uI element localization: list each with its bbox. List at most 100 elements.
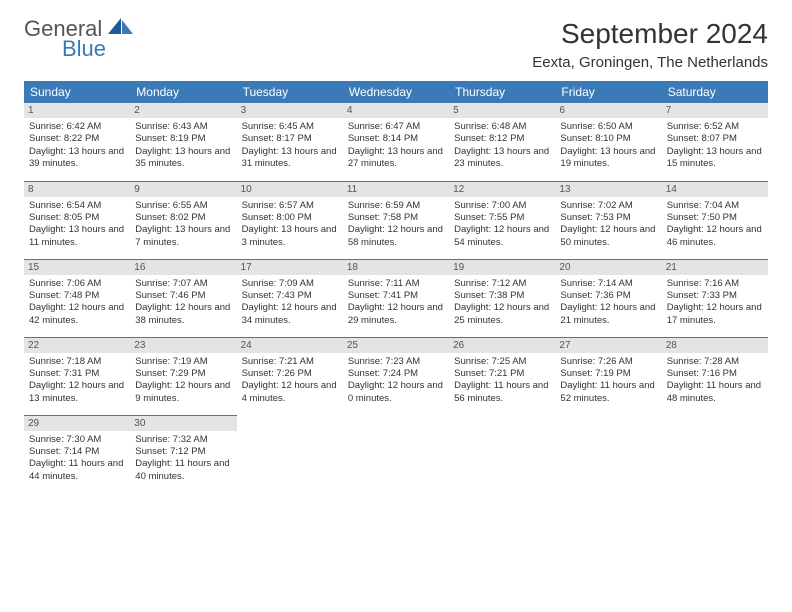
calendar-cell: 9Sunrise: 6:55 AMSunset: 8:02 PMDaylight… bbox=[130, 181, 236, 259]
day-number: 1 bbox=[24, 103, 130, 118]
day-number: 15 bbox=[24, 260, 130, 275]
day-number: 18 bbox=[343, 260, 449, 275]
daylight-line: Daylight: 13 hours and 19 minutes. bbox=[560, 146, 656, 171]
day-number: 21 bbox=[662, 260, 768, 275]
daylight-line: Daylight: 13 hours and 23 minutes. bbox=[454, 146, 550, 171]
day-number: 19 bbox=[449, 260, 555, 275]
sunset-line: Sunset: 7:31 PM bbox=[29, 368, 125, 380]
daylight-line: Daylight: 12 hours and 0 minutes. bbox=[348, 380, 444, 405]
daylight-line: Daylight: 11 hours and 44 minutes. bbox=[29, 458, 125, 483]
sunrise-line: Sunrise: 6:57 AM bbox=[242, 200, 338, 212]
sunset-line: Sunset: 7:48 PM bbox=[29, 290, 125, 302]
sunrise-line: Sunrise: 6:50 AM bbox=[560, 121, 656, 133]
sunrise-line: Sunrise: 7:06 AM bbox=[29, 278, 125, 290]
location-text: Eexta, Groningen, The Netherlands bbox=[532, 54, 768, 71]
day-header: Wednesday bbox=[343, 81, 449, 103]
calendar-cell bbox=[449, 415, 555, 493]
calendar-cell: 17Sunrise: 7:09 AMSunset: 7:43 PMDayligh… bbox=[237, 259, 343, 337]
day-number: 14 bbox=[662, 182, 768, 197]
sunset-line: Sunset: 7:38 PM bbox=[454, 290, 550, 302]
daylight-line: Daylight: 12 hours and 54 minutes. bbox=[454, 224, 550, 249]
calendar-cell: 8Sunrise: 6:54 AMSunset: 8:05 PMDaylight… bbox=[24, 181, 130, 259]
calendar-cell: 2Sunrise: 6:43 AMSunset: 8:19 PMDaylight… bbox=[130, 103, 236, 181]
daylight-line: Daylight: 11 hours and 40 minutes. bbox=[135, 458, 231, 483]
daylight-line: Daylight: 13 hours and 27 minutes. bbox=[348, 146, 444, 171]
calendar-header: SundayMondayTuesdayWednesdayThursdayFrid… bbox=[24, 81, 768, 103]
calendar-cell: 19Sunrise: 7:12 AMSunset: 7:38 PMDayligh… bbox=[449, 259, 555, 337]
daylight-line: Daylight: 11 hours and 48 minutes. bbox=[667, 380, 763, 405]
sunrise-line: Sunrise: 6:48 AM bbox=[454, 121, 550, 133]
sunrise-line: Sunrise: 6:42 AM bbox=[29, 121, 125, 133]
sunrise-line: Sunrise: 6:45 AM bbox=[242, 121, 338, 133]
sunrise-line: Sunrise: 7:21 AM bbox=[242, 356, 338, 368]
day-number: 6 bbox=[555, 103, 661, 118]
header: General Blue September 2024 Eexta, Groni… bbox=[24, 18, 768, 71]
calendar-cell bbox=[662, 415, 768, 493]
sunset-line: Sunset: 7:29 PM bbox=[135, 368, 231, 380]
day-header: Tuesday bbox=[237, 81, 343, 103]
sunrise-line: Sunrise: 7:28 AM bbox=[667, 356, 763, 368]
sunrise-line: Sunrise: 7:04 AM bbox=[667, 200, 763, 212]
calendar-body: 1Sunrise: 6:42 AMSunset: 8:22 PMDaylight… bbox=[24, 103, 768, 493]
sunrise-line: Sunrise: 7:25 AM bbox=[454, 356, 550, 368]
calendar-cell: 5 Sunrise: 6:48 AMSunset: 8:12 PMDaylight… bbox=[449, 103, 555, 181]
day-header: Thursday bbox=[449, 81, 555, 103]
day-number: 23 bbox=[130, 338, 236, 353]
calendar-cell bbox=[237, 415, 343, 493]
sunrise-line: Sunrise: 7:23 AM bbox=[348, 356, 444, 368]
calendar-cell: 23Sunrise: 7:19 AMSunset: 7:29 PMDayligh… bbox=[130, 337, 236, 415]
sunrise-line: Sunrise: 7:02 AM bbox=[560, 200, 656, 212]
sunset-line: Sunset: 7:36 PM bbox=[560, 290, 656, 302]
daylight-line: Daylight: 13 hours and 7 minutes. bbox=[135, 224, 231, 249]
sunrise-line: Sunrise: 6:55 AM bbox=[135, 200, 231, 212]
sunrise-line: Sunrise: 6:43 AM bbox=[135, 121, 231, 133]
day-number: 9 bbox=[130, 182, 236, 197]
day-number: 27 bbox=[555, 338, 661, 353]
day-number: 28 bbox=[662, 338, 768, 353]
calendar-cell: 4Sunrise: 6:47 AMSunset: 8:14 PMDaylight… bbox=[343, 103, 449, 181]
calendar-row: 15Sunrise: 7:06 AMSunset: 7:48 PMDayligh… bbox=[24, 259, 768, 337]
title-block: September 2024 Eexta, Groningen, The Net… bbox=[532, 18, 768, 71]
daylight-line: Daylight: 12 hours and 38 minutes. bbox=[135, 302, 231, 327]
day-header: Saturday bbox=[662, 81, 768, 103]
day-number: 24 bbox=[237, 338, 343, 353]
calendar-cell: 10Sunrise: 6:57 AMSunset: 8:00 PMDayligh… bbox=[237, 181, 343, 259]
daylight-line: Daylight: 11 hours and 56 minutes. bbox=[454, 380, 550, 405]
sunset-line: Sunset: 7:33 PM bbox=[667, 290, 763, 302]
daylight-line: Daylight: 12 hours and 42 minutes. bbox=[29, 302, 125, 327]
sunset-line: Sunset: 8:12 PM bbox=[454, 133, 550, 145]
sunrise-line: Sunrise: 7:09 AM bbox=[242, 278, 338, 290]
daylight-line: Daylight: 12 hours and 9 minutes. bbox=[135, 380, 231, 405]
calendar-cell: 3Sunrise: 6:45 AMSunset: 8:17 PMDaylight… bbox=[237, 103, 343, 181]
calendar-cell: 6Sunrise: 6:50 AMSunset: 8:10 PMDaylight… bbox=[555, 103, 661, 181]
day-number: 16 bbox=[130, 260, 236, 275]
day-number: 13 bbox=[555, 182, 661, 197]
day-number: 30 bbox=[130, 416, 236, 431]
sunset-line: Sunset: 8:07 PM bbox=[667, 133, 763, 145]
daylight-line: Daylight: 13 hours and 35 minutes. bbox=[135, 146, 231, 171]
day-header: Monday bbox=[130, 81, 236, 103]
brand-logo: General Blue bbox=[24, 18, 134, 60]
daylight-line: Daylight: 12 hours and 21 minutes. bbox=[560, 302, 656, 327]
sunset-line: Sunset: 7:53 PM bbox=[560, 212, 656, 224]
day-header: Friday bbox=[555, 81, 661, 103]
daylight-line: Daylight: 12 hours and 50 minutes. bbox=[560, 224, 656, 249]
sunset-line: Sunset: 8:19 PM bbox=[135, 133, 231, 145]
sunrise-line: Sunrise: 7:16 AM bbox=[667, 278, 763, 290]
sunset-line: Sunset: 7:58 PM bbox=[348, 212, 444, 224]
daylight-line: Daylight: 13 hours and 3 minutes. bbox=[242, 224, 338, 249]
calendar-cell: 21Sunrise: 7:16 AMSunset: 7:33 PMDayligh… bbox=[662, 259, 768, 337]
sunset-line: Sunset: 7:46 PM bbox=[135, 290, 231, 302]
sunrise-line: Sunrise: 6:54 AM bbox=[29, 200, 125, 212]
calendar-cell: 20Sunrise: 7:14 AMSunset: 7:36 PMDayligh… bbox=[555, 259, 661, 337]
calendar-cell: 1Sunrise: 6:42 AMSunset: 8:22 PMDaylight… bbox=[24, 103, 130, 181]
day-number: 17 bbox=[237, 260, 343, 275]
sunset-line: Sunset: 7:43 PM bbox=[242, 290, 338, 302]
day-number: 12 bbox=[449, 182, 555, 197]
sunrise-line: Sunrise: 6:47 AM bbox=[348, 121, 444, 133]
sunset-line: Sunset: 7:14 PM bbox=[29, 446, 125, 458]
day-number: 5 bbox=[449, 103, 555, 118]
sunrise-line: Sunrise: 7:11 AM bbox=[348, 278, 444, 290]
calendar-cell: 18Sunrise: 7:11 AMSunset: 7:41 PMDayligh… bbox=[343, 259, 449, 337]
sunset-line: Sunset: 8:17 PM bbox=[242, 133, 338, 145]
